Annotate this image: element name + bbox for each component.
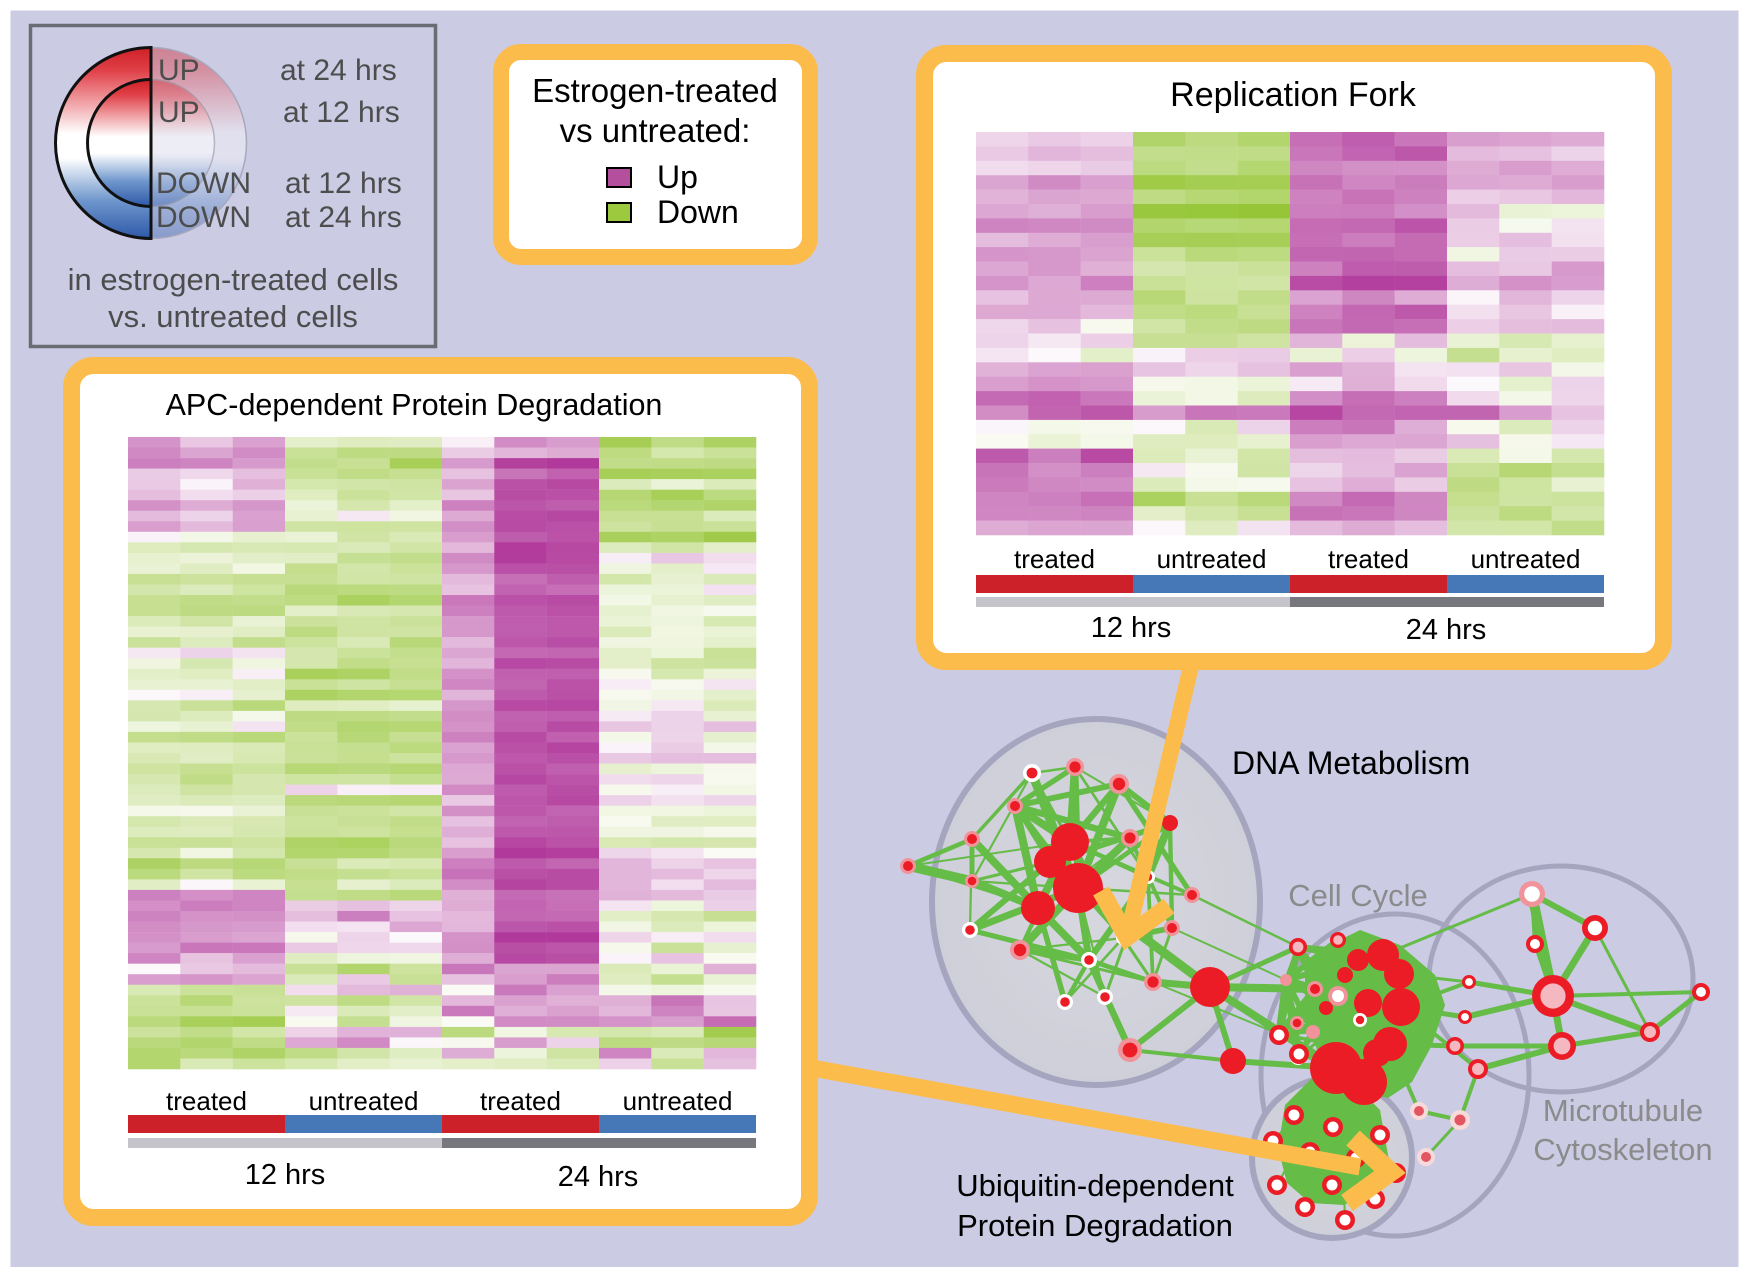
svg-text:DNA Metabolism: DNA Metabolism — [1232, 745, 1470, 781]
svg-text:24 hrs: 24 hrs — [1406, 614, 1487, 646]
svg-text:UP: UP — [158, 96, 200, 129]
svg-text:untreated: untreated — [623, 1086, 733, 1116]
svg-text:untreated: untreated — [309, 1086, 419, 1116]
svg-text:APC-dependent Protein Degradat: APC-dependent Protein Degradation — [166, 388, 663, 422]
svg-text:treated: treated — [166, 1086, 247, 1116]
svg-text:Up: Up — [657, 159, 698, 195]
svg-text:UP: UP — [158, 54, 200, 87]
svg-text:Down: Down — [657, 194, 739, 230]
svg-text:24 hrs: 24 hrs — [558, 1161, 639, 1193]
svg-text:at 24 hrs: at 24 hrs — [285, 201, 402, 234]
svg-text:untreated: untreated — [1471, 544, 1581, 574]
svg-text:DOWN: DOWN — [156, 167, 251, 200]
svg-text:untreated: untreated — [1157, 544, 1267, 574]
svg-text:in estrogen-treated cells: in estrogen-treated cells — [68, 262, 399, 297]
svg-text:treated: treated — [1014, 544, 1095, 574]
svg-text:12 hrs: 12 hrs — [1091, 612, 1172, 644]
svg-text:at 12 hrs: at 12 hrs — [285, 167, 402, 200]
svg-text:Replication Fork: Replication Fork — [1170, 76, 1417, 114]
svg-text:DOWN: DOWN — [156, 201, 251, 234]
svg-text:Microtubule: Microtubule — [1543, 1093, 1703, 1128]
svg-text:treated: treated — [480, 1086, 561, 1116]
svg-text:Ubiquitin-dependent: Ubiquitin-dependent — [956, 1168, 1234, 1203]
svg-text:vs untreated:: vs untreated: — [560, 112, 751, 149]
svg-text:treated: treated — [1328, 544, 1409, 574]
svg-text:at 12 hrs: at 12 hrs — [283, 96, 400, 129]
svg-text:Cell Cycle: Cell Cycle — [1288, 878, 1428, 913]
svg-text:at 24 hrs: at 24 hrs — [280, 54, 397, 87]
svg-text:vs. untreated cells: vs. untreated cells — [108, 299, 358, 334]
svg-text:Protein Degradation: Protein Degradation — [957, 1208, 1233, 1243]
svg-text:Estrogen-treated: Estrogen-treated — [532, 72, 778, 109]
svg-text:12 hrs: 12 hrs — [245, 1159, 326, 1191]
svg-text:Cytoskeleton: Cytoskeleton — [1533, 1132, 1712, 1167]
